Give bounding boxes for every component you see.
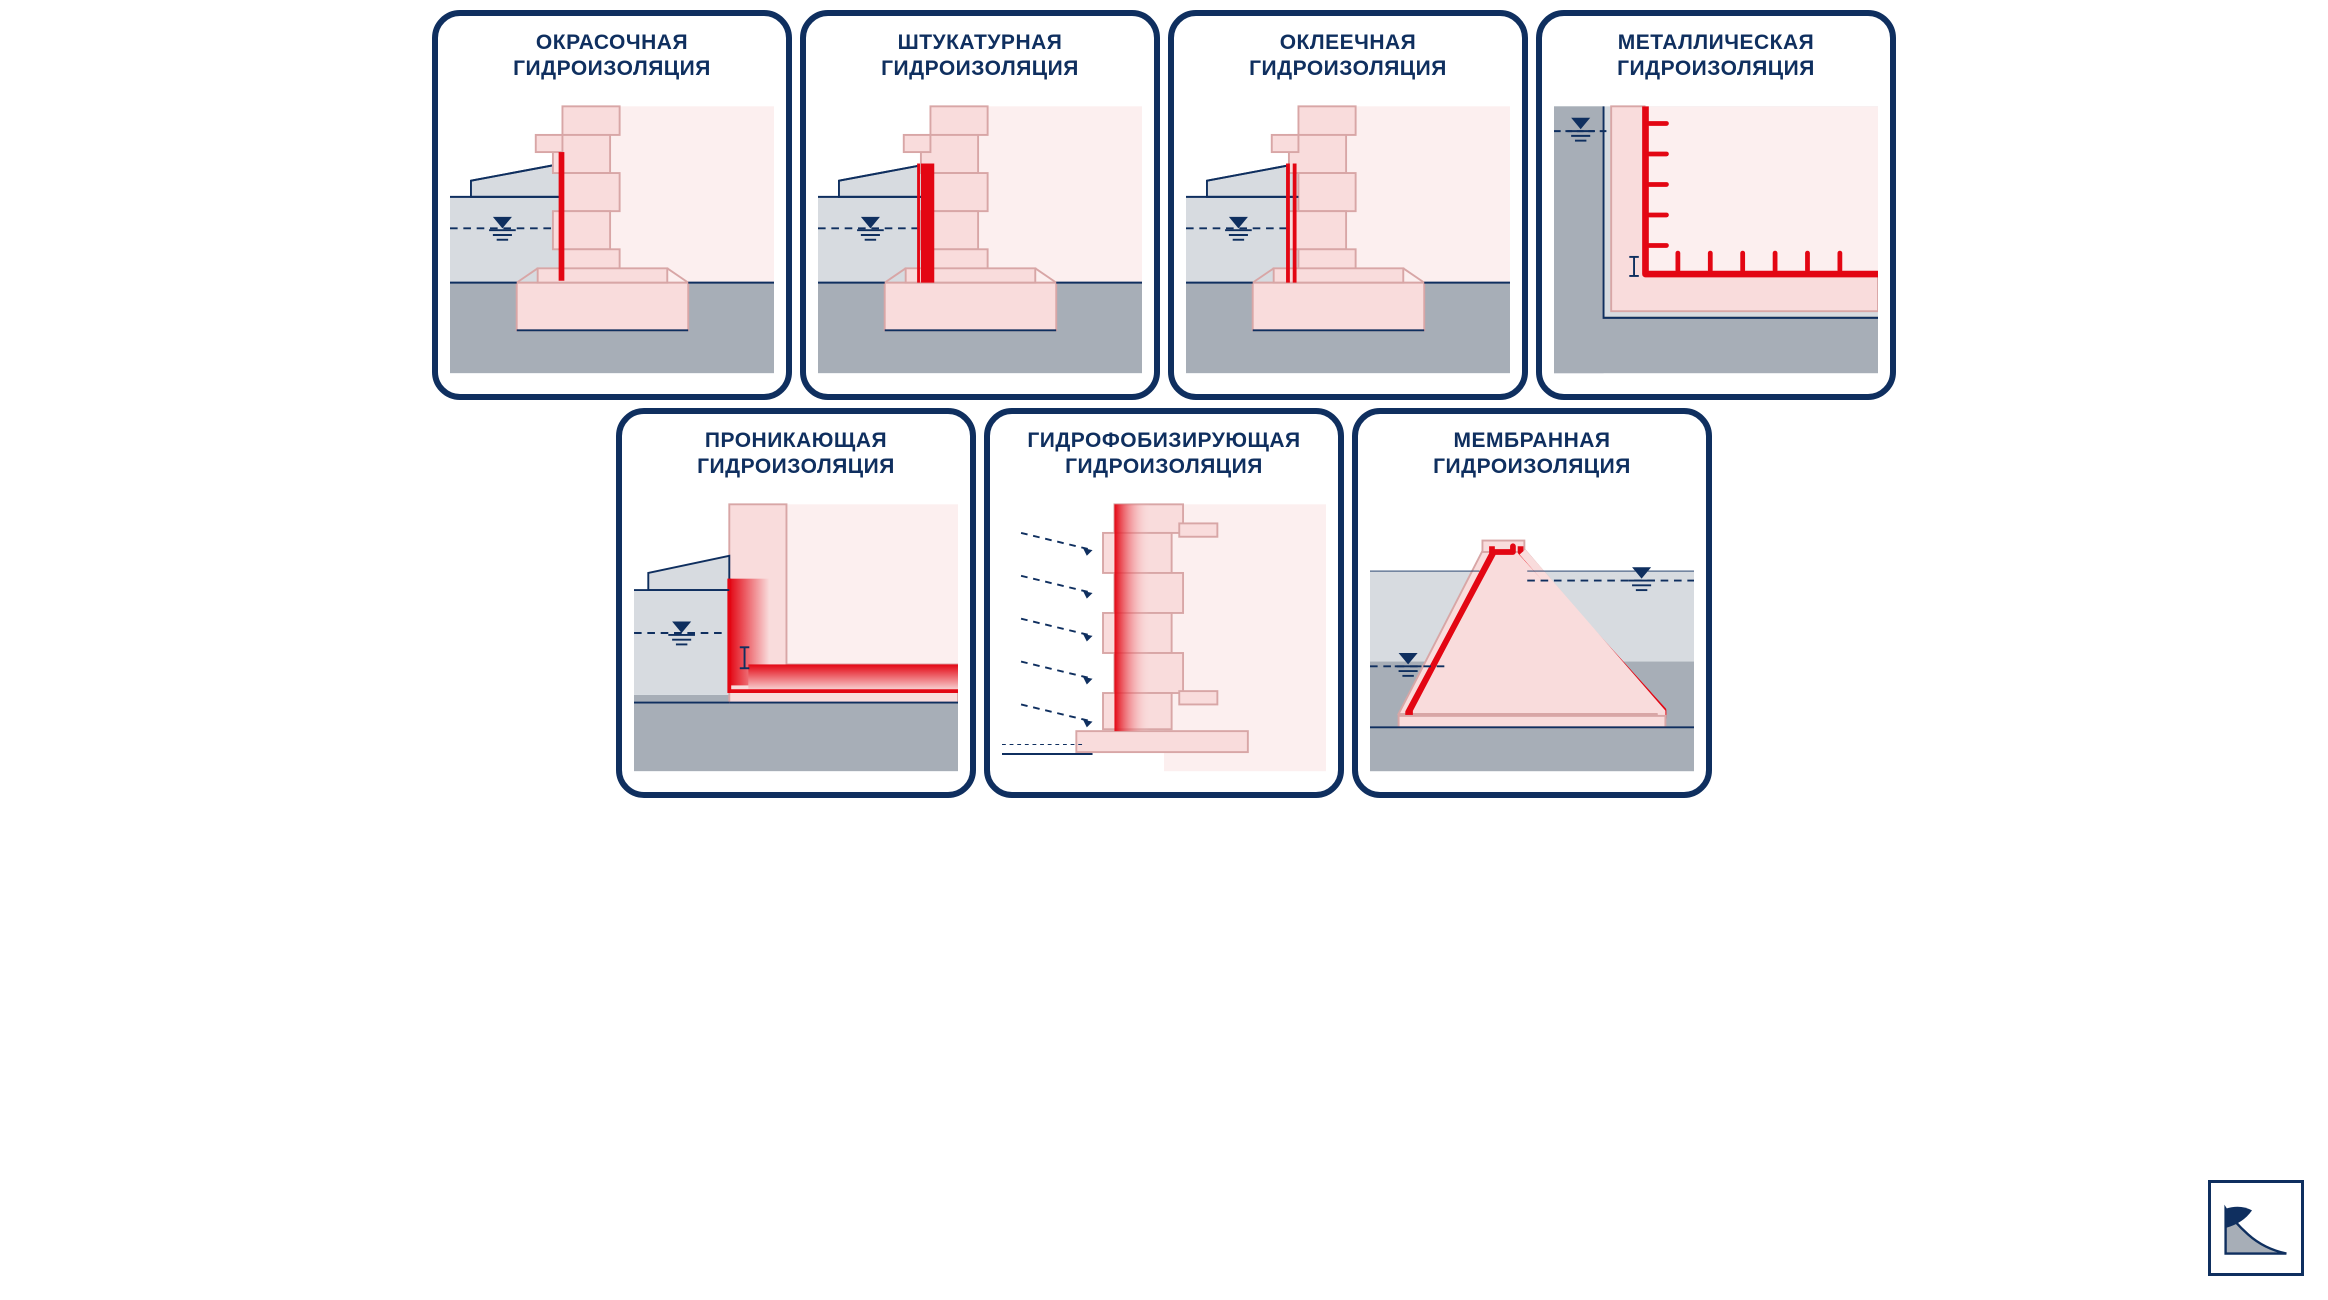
card-title: ПРОНИКАЮЩАЯ ГИДРОИЗОЛЯЦИЯ [697,428,895,481]
logo-badge [2208,1180,2304,1276]
card-title: ШТУКАТУРНАЯ ГИДРОИЗОЛЯЦИЯ [881,30,1079,83]
card-metal: МЕТАЛЛИЧЕСКАЯ ГИДРОИЗОЛЯЦИЯ [1536,10,1896,400]
card-title: МЕТАЛЛИЧЕСКАЯ ГИДРОИЗОЛЯЦИЯ [1617,30,1815,83]
card-penetrating: ПРОНИКАЮЩАЯ ГИДРОИЗОЛЯЦИЯ [616,408,976,798]
diagram-membrane [1370,491,1694,785]
card-paint: ОКРАСОЧНАЯ ГИДРОИЗОЛЯЦИЯ [432,10,792,400]
card-title: ОКЛЕЕЧНАЯ ГИДРОИЗОЛЯЦИЯ [1249,30,1447,83]
card-title: ОКРАСОЧНАЯ ГИДРОИЗОЛЯЦИЯ [513,30,711,83]
logo-icon [2216,1188,2296,1268]
diagram-paint [450,93,774,387]
diagram-metal [1554,93,1878,387]
row-1: ОКРАСОЧНАЯ ГИДРОИЗОЛЯЦИЯ ШТУКАТУРНАЯ ГИДР… [432,10,1896,400]
diagram-glued [1186,93,1510,387]
card-membrane: МЕМБРАННАЯ ГИДРОИЗОЛЯЦИЯ [1352,408,1712,798]
row-2: ПРОНИКАЮЩАЯ ГИДРОИЗОЛЯЦИЯ ГИДРОФОБИЗИРУЮЩ… [432,408,1896,798]
card-title: МЕМБРАННАЯ ГИДРОИЗОЛЯЦИЯ [1433,428,1631,481]
card-plaster: ШТУКАТУРНАЯ ГИДРОИЗОЛЯЦИЯ [800,10,1160,400]
card-title: ГИДРОФОБИЗИРУЮЩАЯ ГИДРОИЗОЛЯЦИЯ [1027,428,1300,481]
diagram-plaster [818,93,1142,387]
diagram-hydrophobic [1002,491,1326,785]
card-hydrophobic: ГИДРОФОБИЗИРУЮЩАЯ ГИДРОИЗОЛЯЦИЯ [984,408,1344,798]
card-glued: ОКЛЕЕЧНАЯ ГИДРОИЗОЛЯЦИЯ [1168,10,1528,400]
diagram-penetrating [634,491,958,785]
infographic-grid: ОКРАСОЧНАЯ ГИДРОИЗОЛЯЦИЯ ШТУКАТУРНАЯ ГИДР… [432,10,1896,798]
